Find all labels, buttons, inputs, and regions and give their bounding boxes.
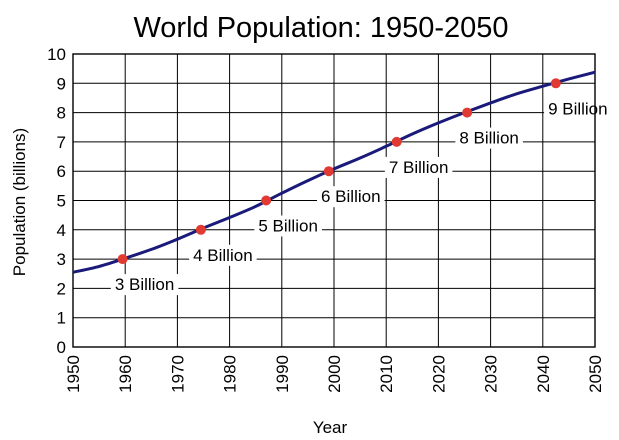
- x-tick-label-1980: 1980: [221, 355, 240, 393]
- x-tick-label-2020: 2020: [429, 355, 448, 393]
- plot-frame: [72, 53, 596, 348]
- y-tick-label-9: 9: [57, 74, 66, 93]
- milestone-marker-7: [550, 78, 561, 89]
- y-tick-label-3: 3: [57, 250, 66, 269]
- chart-title: World Population: 1950-2050: [133, 12, 508, 44]
- milestone-label-background-4: [317, 186, 385, 208]
- milestone-label-4: 6 Billion: [321, 187, 381, 206]
- milestone-label-2: 4 Billion: [193, 246, 253, 265]
- milestone-marker-1: [117, 254, 128, 265]
- y-tick-label-5: 5: [57, 192, 66, 211]
- x-tick-label-2040: 2040: [534, 355, 553, 393]
- y-tick-label-8: 8: [57, 104, 66, 123]
- x-tick-label-2050: 2050: [586, 355, 605, 393]
- y-tick-label-0: 0: [57, 338, 66, 357]
- milestone-label-3: 5 Billion: [258, 217, 318, 236]
- x-tick-label-2010: 2010: [377, 355, 396, 393]
- axis-ticks: 1950 1960 1970 1980 1990 2000 2010 2020 2030 2040…: [47, 45, 605, 393]
- x-tick-label-1950: 1950: [64, 355, 83, 393]
- y-axis-title: Population (billions): [10, 128, 29, 276]
- x-tick-label-2000: 2000: [325, 355, 344, 393]
- milestone-label-background-2: [189, 244, 257, 266]
- x-tick-label-2030: 2030: [482, 355, 501, 393]
- milestone-marker-5: [391, 136, 402, 147]
- y-tick-label-7: 7: [57, 133, 66, 152]
- x-axis-title: Year: [313, 418, 348, 437]
- y-tick-label-10: 10: [47, 45, 66, 64]
- milestone-label-background-6: [455, 127, 523, 149]
- population-line: [72, 70, 596, 274]
- milestone-label-7: 9 Billion: [548, 99, 608, 118]
- y-tick-label-6: 6: [57, 162, 66, 181]
- y-tick-label-2: 2: [57, 279, 66, 298]
- milestone-label-background-3: [254, 215, 322, 237]
- milestone-marker-6: [462, 107, 473, 118]
- milestone-label-1: 3 Billion: [115, 275, 175, 294]
- milestone-label-background-5: [384, 156, 453, 178]
- x-tick-label-1970: 1970: [168, 355, 187, 393]
- milestone-label-6: 8 Billion: [459, 129, 519, 148]
- milestone-markers: [117, 78, 561, 265]
- milestone-marker-4: [323, 166, 334, 177]
- milestone-label-5: 7 Billion: [389, 158, 449, 177]
- y-tick-label-4: 4: [57, 221, 66, 240]
- x-tick-label-1960: 1960: [116, 355, 135, 393]
- milestone-marker-2: [195, 224, 206, 235]
- x-tick-label-1990: 1990: [273, 355, 292, 393]
- milestone-label-background-1: [110, 274, 179, 296]
- y-tick-label-1: 1: [57, 309, 66, 328]
- milestone-marker-3: [261, 195, 272, 206]
